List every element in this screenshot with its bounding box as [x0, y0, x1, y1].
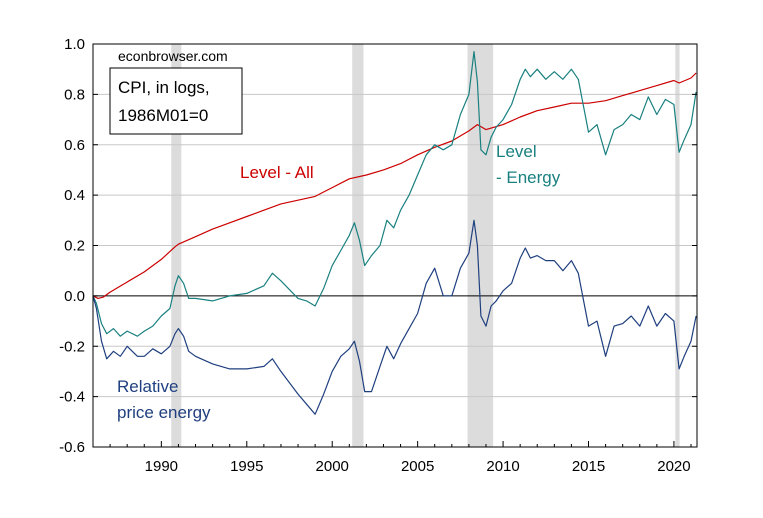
y-tick-label: 0.4	[64, 187, 85, 204]
x-tick-label: 2000	[316, 458, 349, 475]
legend-box-frame	[109, 67, 243, 135]
series-line-1	[92, 72, 697, 299]
y-tick-label: -0.6	[59, 439, 85, 456]
series-line-2	[92, 50, 697, 337]
label-level-all: Level - All	[240, 163, 314, 182]
gridlines	[93, 93, 697, 398]
y-tick-label: 0.6	[64, 137, 85, 154]
y-tick-label: 0.0	[64, 288, 85, 305]
label-relative-price-line-2: price energy	[117, 403, 211, 422]
x-tick-label: 2010	[486, 458, 519, 475]
y-tick-label: 0.8	[64, 86, 85, 103]
legend-box: CPI, in logs, 1986M01=0	[109, 67, 243, 135]
x-axis: 1990 1995 2000 2005 2010 2015 2020	[92, 441, 692, 475]
legend-box-line-2: 1986M01=0	[118, 106, 208, 125]
source-credit: econbrowser.com	[118, 48, 228, 64]
y-tick-label: -0.4	[59, 389, 85, 406]
label-level-energy-line-1: Level	[496, 142, 537, 161]
x-tick-label: 2015	[572, 458, 605, 475]
y-tick-label: -0.2	[59, 338, 85, 355]
series-line-3	[92, 219, 697, 415]
legend-box-line-1: CPI, in logs,	[118, 78, 210, 97]
x-tick-label: 1995	[230, 458, 263, 475]
label-relative-price-line-1: Relative	[117, 377, 178, 396]
x-tick-label: 1990	[145, 458, 178, 475]
y-axis: -0.6 -0.4 -0.2 0.0 0.2 0.4 0.6 0.8 1.0	[59, 36, 697, 456]
label-level-energy-line-2: - Energy	[496, 168, 561, 187]
y-tick-label: 1.0	[64, 36, 85, 53]
x-tick-label: 2020	[657, 458, 690, 475]
y-tick-label: 0.2	[64, 238, 85, 255]
x-tick-label: 2005	[401, 458, 434, 475]
series-lines	[92, 50, 697, 415]
